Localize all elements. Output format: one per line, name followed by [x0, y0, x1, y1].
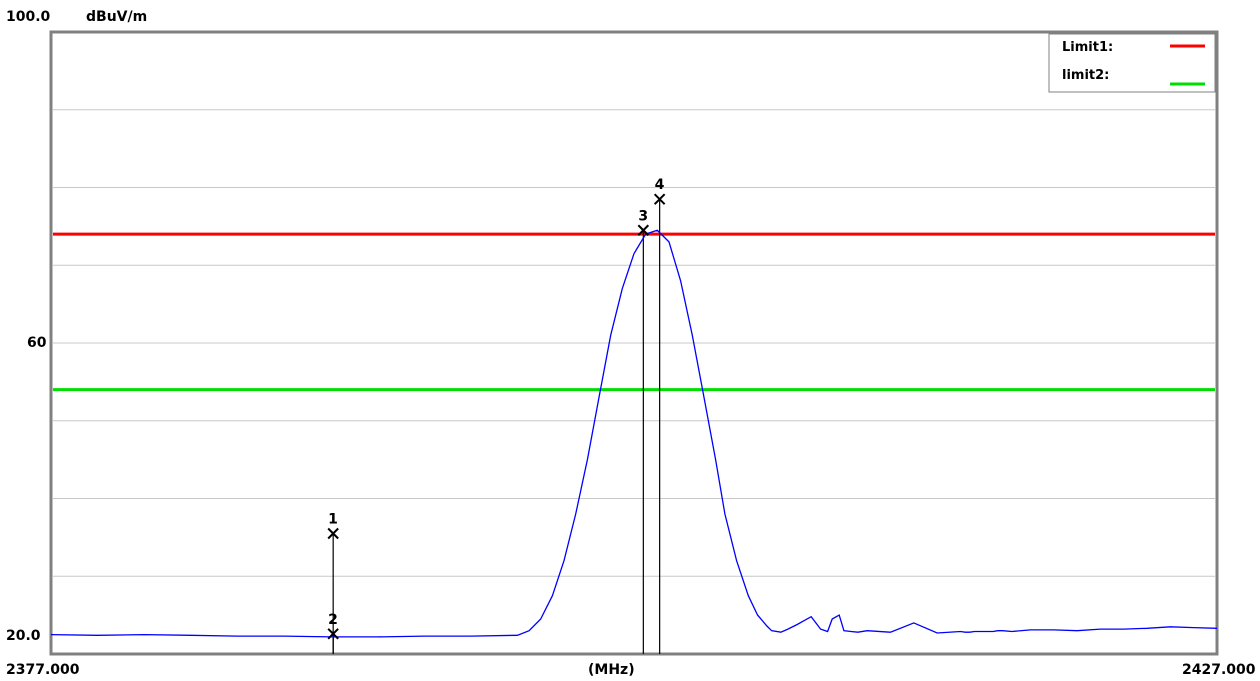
legend: Limit1: limit2:	[1048, 33, 1216, 93]
markers-group: 1 2 34	[327, 177, 666, 640]
legend-label-limit1: Limit1:	[1062, 40, 1113, 55]
marker-point-1	[327, 527, 339, 540]
grid-lines	[53, 109, 1215, 577]
x-tick-label-right: 2427.000	[1182, 662, 1256, 678]
x-axis-unit-label: (MHz)	[588, 662, 635, 678]
y-tick-label-bottom: 20.0	[6, 628, 41, 644]
legend-label-limit2: limit2:	[1062, 68, 1109, 83]
series-group	[50, 229, 1218, 638]
x-tick-label-left: 2377.000	[6, 662, 80, 678]
marker-point-4	[653, 193, 666, 205]
marker-label-2: 2	[328, 612, 338, 628]
marker-point-2	[327, 628, 339, 640]
y-tick-label-mid: 60	[27, 335, 47, 351]
legend-box	[1048, 33, 1216, 93]
marker-label-1: 1	[328, 511, 338, 527]
series-line-1	[50, 229, 1218, 638]
marker-label-4: 4	[655, 177, 665, 193]
marker-point-3	[637, 224, 650, 236]
y-tick-label-top: 100.0	[6, 9, 51, 25]
y-axis-unit-label: dBuV/m	[86, 9, 147, 25]
marker-label-3: 3	[638, 208, 648, 224]
limit-lines	[53, 232, 1215, 392]
